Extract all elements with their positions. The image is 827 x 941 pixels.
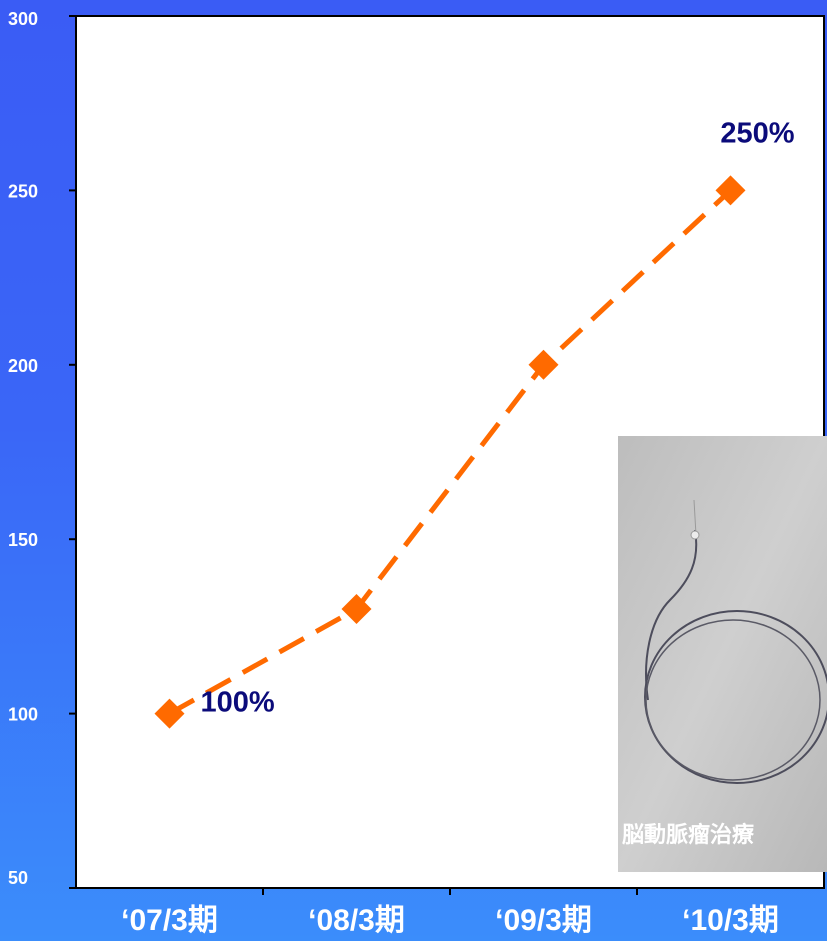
data-point-marker bbox=[715, 175, 746, 206]
y-tick-label: 250 bbox=[8, 181, 38, 201]
y-tick-label: 300 bbox=[8, 9, 38, 29]
inset-caption: 脳動脈瘤治療 bbox=[622, 822, 754, 847]
x-tick-label: ‘09/3期 bbox=[495, 904, 592, 937]
series-line bbox=[168, 188, 733, 716]
y-tick-label: 200 bbox=[8, 356, 38, 376]
y-tick-label: 50 bbox=[8, 868, 28, 888]
product-photo-inset: 脳動脈瘤治療 bbox=[618, 436, 827, 872]
x-tick-label: ‘07/3期 bbox=[121, 904, 218, 937]
data-point-marker bbox=[341, 593, 372, 624]
photo-background bbox=[618, 436, 827, 872]
data-point-marker bbox=[154, 698, 185, 729]
data-label: 100% bbox=[201, 687, 275, 719]
data-label: 250% bbox=[720, 117, 794, 149]
x-tick-label: ‘08/3期 bbox=[308, 904, 405, 937]
y-tick-label: 150 bbox=[8, 530, 38, 550]
coil-wire-image bbox=[644, 499, 827, 784]
x-tick-label: ‘10/3期 bbox=[682, 904, 779, 937]
data-point-marker bbox=[528, 349, 559, 380]
x-axis: ‘07/3期 ‘08/3期 ‘09/3期 ‘10/3期 bbox=[121, 888, 779, 937]
data-series: 100% 250% bbox=[154, 117, 795, 729]
y-tick-label: 100 bbox=[8, 705, 38, 725]
y-axis: 50 100 150 200 250 300 bbox=[8, 9, 76, 889]
